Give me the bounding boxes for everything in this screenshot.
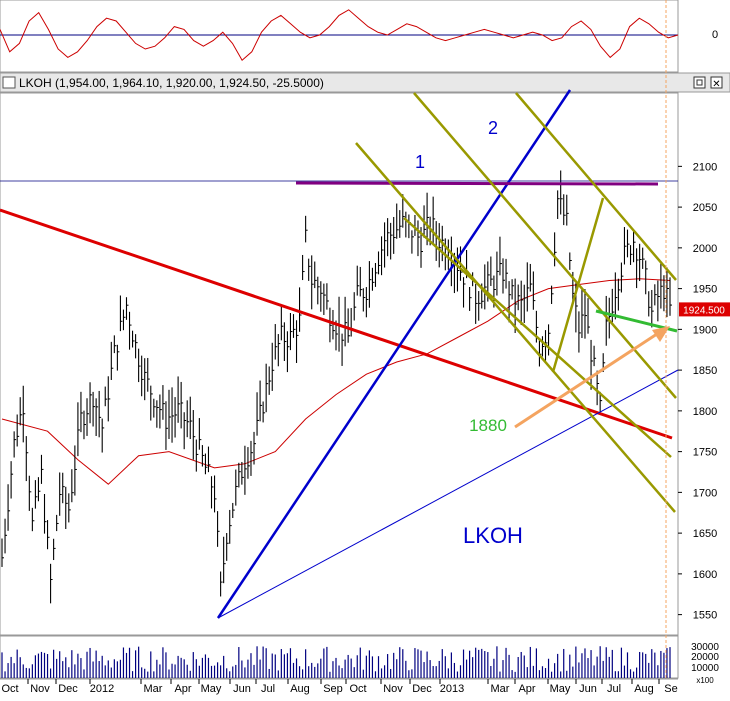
x-tick-label: Oct bbox=[1, 683, 18, 695]
title-bar: LKOH (1,954.00, 1,964.10, 1,920.00, 1,92… bbox=[0, 72, 730, 93]
last-price-tag-label: 1924.500 bbox=[683, 305, 725, 316]
x-tick-label: May bbox=[201, 683, 222, 695]
x-tick-label: 2012 bbox=[90, 683, 114, 695]
price-bars-layer bbox=[1, 170, 672, 604]
oscillator-plot-area bbox=[0, 0, 679, 73]
resistance-line bbox=[295, 181, 659, 186]
y-tick-label: 1900 bbox=[693, 324, 717, 336]
x-tick-label: Nov bbox=[383, 683, 403, 695]
x-tick-label: Oct bbox=[349, 683, 366, 695]
price-plot-area bbox=[0, 92, 679, 636]
orange-arrow-shaft bbox=[514, 330, 661, 429]
y-tick-label: 1750 bbox=[693, 447, 717, 459]
moving-average-layer bbox=[1, 278, 671, 485]
volume-tick-label: 10000 bbox=[691, 663, 719, 674]
x-tick-label: Jun bbox=[233, 683, 251, 695]
y-tick-label: 1550 bbox=[693, 610, 717, 622]
annotation-label-1: 1 bbox=[415, 152, 425, 172]
x-tick-label: Dec bbox=[412, 683, 432, 695]
oscillator-zero-label: 0 bbox=[712, 29, 718, 41]
last-price-tag-bg bbox=[679, 302, 730, 317]
annotation-label-1880: 1880 bbox=[469, 416, 507, 435]
close-button[interactable] bbox=[710, 76, 723, 89]
annotations-layer: 1 2 1880 LKOH bbox=[415, 118, 523, 548]
close-icon: ✕ bbox=[712, 79, 720, 90]
volume-tick-label: x100 bbox=[696, 676, 714, 685]
y-tick-label: 1600 bbox=[693, 569, 717, 581]
y-tick-label: 1850 bbox=[693, 365, 717, 377]
last-price-tag: 1924.500 bbox=[679, 302, 730, 317]
volume-tick-label: 20000 bbox=[691, 652, 719, 663]
channel-line bbox=[355, 142, 676, 513]
title-bar-bg bbox=[0, 72, 730, 93]
y-tick-label: 2100 bbox=[693, 161, 717, 173]
moving-average-line bbox=[1, 278, 671, 485]
oscillator-panel: 0 bbox=[0, 0, 718, 73]
y-tick-label: 1800 bbox=[693, 406, 717, 418]
red-trend-line bbox=[0, 208, 673, 440]
x-tick-label: Aug bbox=[634, 683, 654, 695]
channel-line bbox=[515, 92, 677, 281]
x-tick-label: Mar bbox=[144, 683, 163, 695]
trendline-drawings bbox=[0, 89, 679, 619]
title-text: LKOH (1,954.00, 1,964.10, 1,920.00, 1,92… bbox=[19, 76, 324, 90]
channel-line bbox=[403, 217, 672, 458]
blue-trend-line-shallow bbox=[217, 369, 679, 619]
y-tick-label: 1700 bbox=[693, 487, 717, 499]
channel-line bbox=[413, 92, 677, 399]
window-icon bbox=[2, 76, 16, 89]
maximize-button[interactable] bbox=[693, 76, 706, 89]
volume-bars-layer bbox=[1, 646, 671, 678]
x-tick-label: Se bbox=[664, 683, 677, 695]
y-tick-label: 1950 bbox=[693, 284, 717, 296]
y-tick-label: 2000 bbox=[693, 243, 717, 255]
x-tick-label: Jul bbox=[261, 683, 275, 695]
y-tick-label: 1650 bbox=[693, 528, 717, 540]
x-axis: Oct Nov Dec 2012 Mar Apr May Jun Jul Aug Sep Oct Nov… bbox=[0, 678, 678, 695]
oscillator-line bbox=[0, 9, 679, 61]
annotation-label-2: 2 bbox=[488, 118, 498, 138]
annotation-label-lkoh: LKOH bbox=[463, 523, 523, 548]
y-tick-label: 2050 bbox=[693, 202, 717, 214]
x-tick-label: Mar bbox=[491, 683, 510, 695]
x-tick-label: Apr bbox=[174, 683, 191, 695]
price-panel: 1550 1600 1650 1700 1750 1800 1850 1900 1950 2000… bbox=[0, 89, 730, 636]
x-tick-label: Sep bbox=[323, 683, 343, 695]
x-tick-label: May bbox=[550, 683, 571, 695]
x-tick-label: Jun bbox=[579, 683, 597, 695]
channel-line bbox=[551, 197, 605, 373]
x-tick-label: 2013 bbox=[440, 683, 464, 695]
blue-trend-line-steep bbox=[216, 89, 572, 619]
price-y-axis: 1550 1600 1650 1700 1750 1800 1850 1900 1950 2000… bbox=[678, 161, 717, 622]
volume-tick-label: 30000 bbox=[691, 642, 719, 653]
x-tick-label: Jul bbox=[607, 683, 621, 695]
x-tick-label: Nov bbox=[30, 683, 50, 695]
x-tick-label: Dec bbox=[58, 683, 78, 695]
x-tick-label: Aug bbox=[290, 683, 310, 695]
x-tick-label: Apr bbox=[518, 683, 535, 695]
maximize-icon bbox=[696, 79, 703, 86]
